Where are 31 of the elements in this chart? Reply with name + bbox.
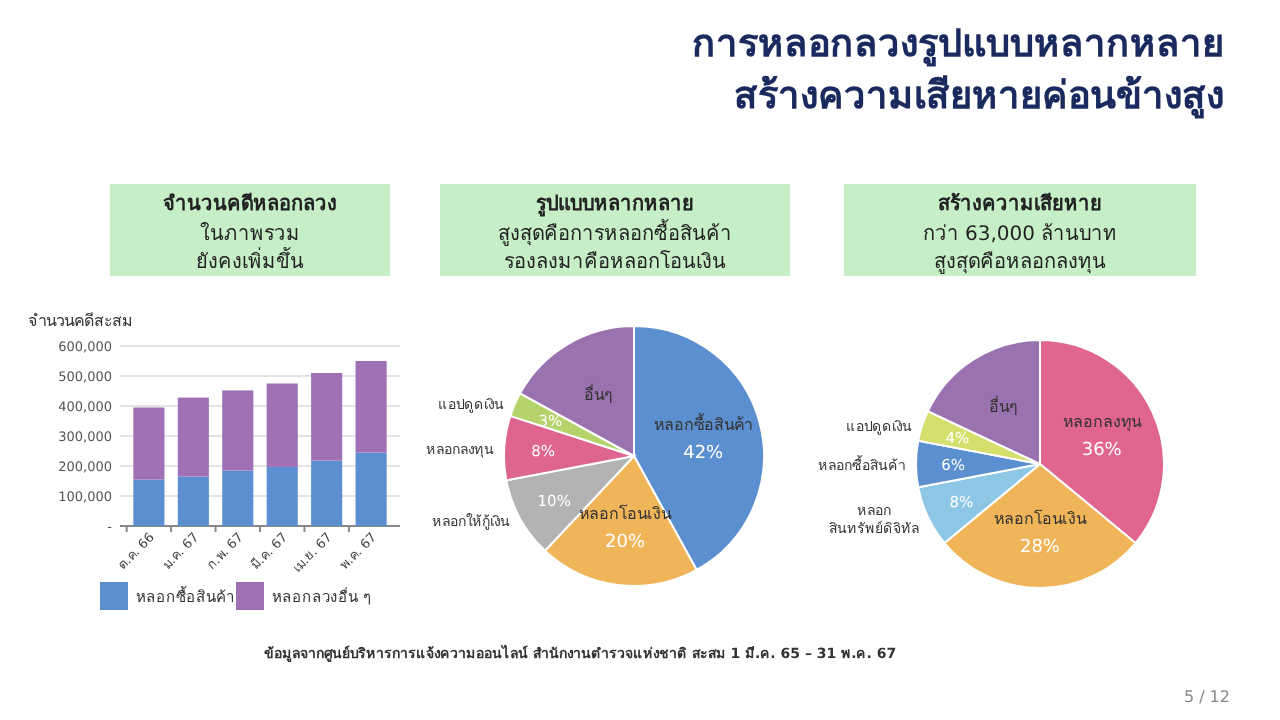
bar [177, 476, 209, 526]
bar [266, 383, 298, 467]
text: 5 / 12 [1183, 688, 1230, 706]
bar [311, 460, 343, 526]
bar [355, 452, 387, 526]
chart-title: จำนวนคดีหลอกลวง [163, 192, 337, 216]
bar [266, 466, 298, 526]
slice-label: หลอกลงทุน [1062, 412, 1143, 431]
bar [133, 479, 165, 526]
slice-label: อื่นๆ [989, 394, 1018, 417]
text: สร้างความเสียหายค่อนข้างสูง [734, 74, 1224, 120]
chart-title: รูปแบบหลากหลาย [536, 192, 694, 218]
bar [222, 470, 254, 526]
bar [177, 397, 209, 477]
bar [355, 361, 387, 453]
data-label: 42% [683, 444, 725, 465]
data-label: 36% [1081, 440, 1123, 461]
bar [222, 390, 254, 471]
bar [133, 407, 165, 480]
slice-label: หลอกซื้อสินค้า [654, 412, 753, 435]
slice-label: หลอกโอนเงิน [994, 508, 1088, 529]
bar [311, 373, 343, 461]
data-label: 20% [605, 532, 646, 553]
text: การหลอกลวงรูปแบบหลากหลาย [692, 22, 1224, 68]
chart-subtitle: สูงสุดคือการหลอกซื้อสินค้า รองลงมาคือหลอกโอนเงิน [498, 218, 732, 274]
chart-subtitle: กว่า 63,000 ล้านบาท สูงสุดคือหลอกลงทุน [922, 222, 1118, 274]
chart-subtitle: ในภาพรวม ยังคงเพิ่มขึ้น [196, 222, 304, 274]
data-label: 28% [1019, 538, 1061, 559]
chart-title: สร้างความเสียหาย [938, 192, 1102, 216]
slice-label: อื่นๆ [583, 382, 612, 405]
y-axis-title: จำนวนคดีสะสม [28, 312, 132, 330]
